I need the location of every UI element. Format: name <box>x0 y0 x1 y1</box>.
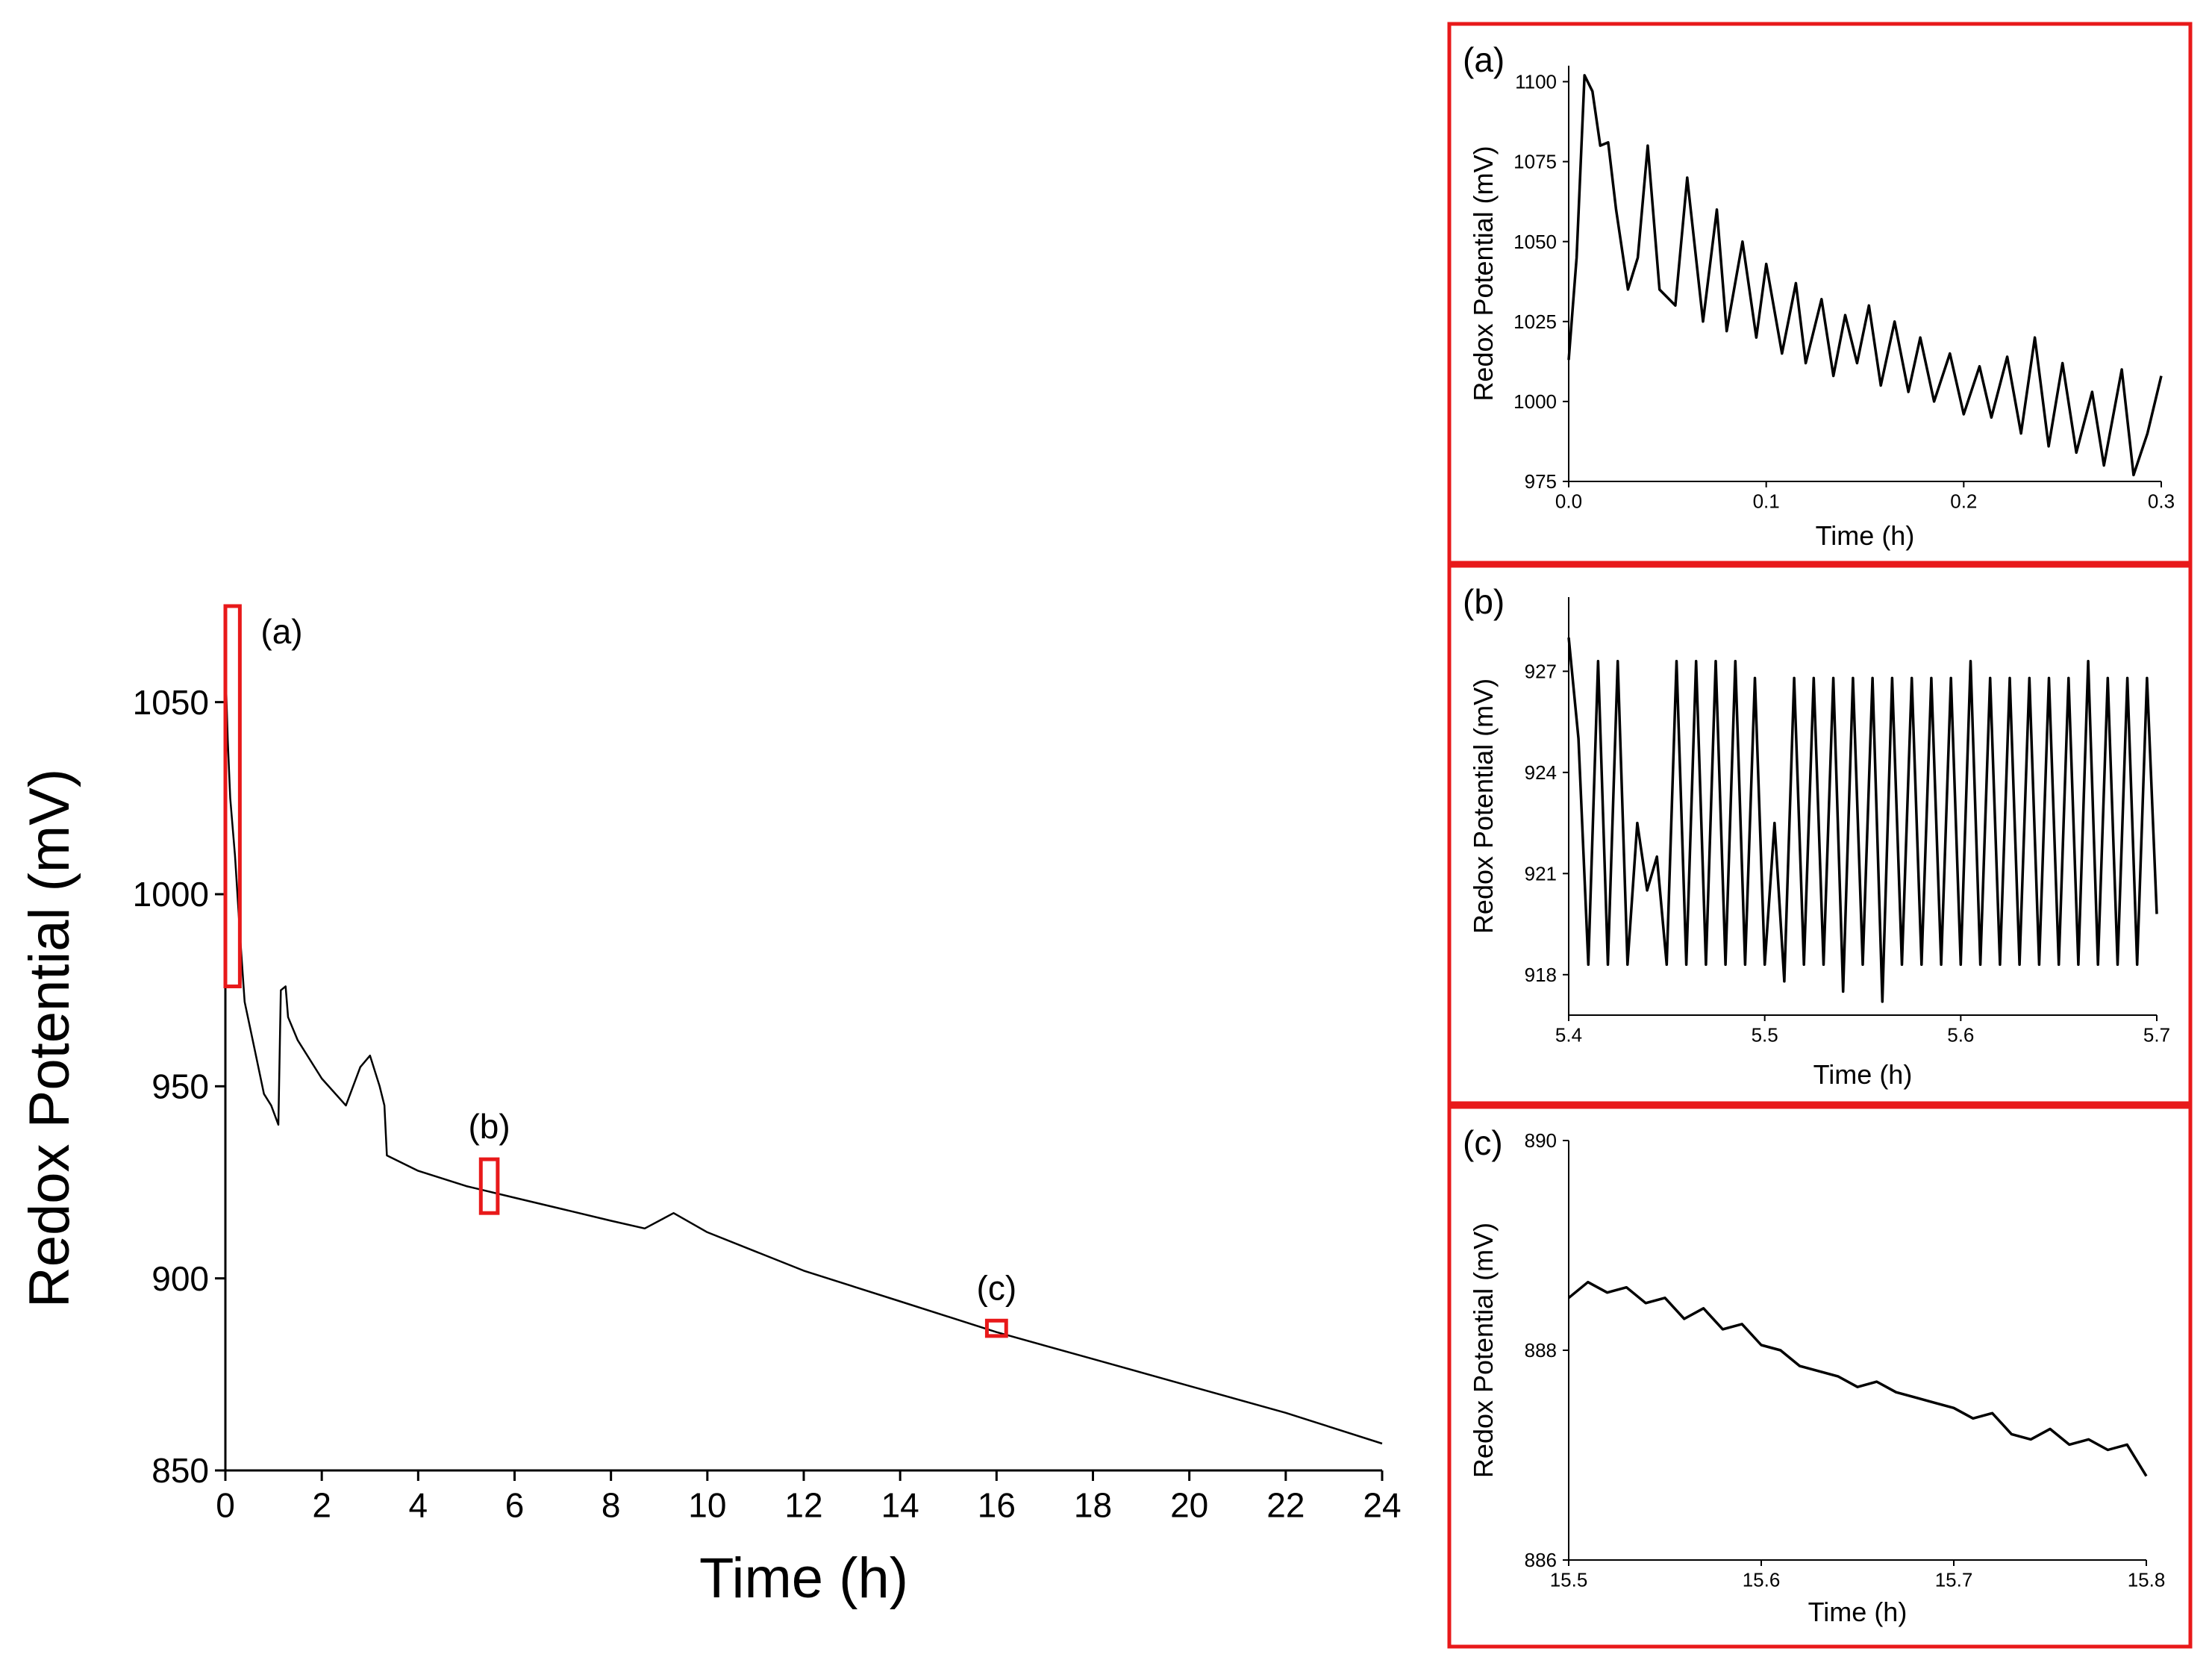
x-tick-label: 15.5 <box>1550 1568 1588 1591</box>
region-marker-a <box>223 604 242 989</box>
series-line-1 <box>1567 637 2158 1003</box>
x-axis-title: Time (h) <box>699 1547 908 1610</box>
y-tick-label: 927 <box>1525 660 1557 682</box>
y-tick-label: 1025 <box>1513 311 1557 333</box>
x-tick-label: 0.0 <box>1555 490 1582 512</box>
chart-a: 0.0 0.1 0.2 0.3 975 1000 1025 1050 1075 1100 Time … <box>1447 22 2193 565</box>
x-tick-label: 5.7 <box>2143 1023 2170 1046</box>
y-tick-label: 1075 <box>1513 151 1557 173</box>
x-tick-label: 16 <box>978 1485 1016 1524</box>
y-tick-label: 1050 <box>133 683 209 722</box>
panel-label: (b) <box>1463 582 1505 621</box>
y-axis-title: Redox Potential (mV) <box>1468 146 1499 401</box>
x-tick-label: 0 <box>216 1485 235 1524</box>
region-marker-label: (c) <box>977 1268 1017 1307</box>
y-tick-label: 1100 <box>1515 71 1557 93</box>
chart-main: 0 2 4 6 8 10 12 14 16 18 20 22 2485090095010001050Ti… <box>18 604 1402 1610</box>
inset-frame <box>1447 22 2193 565</box>
x-tick-label: 0.3 <box>2148 490 2175 512</box>
y-tick-label: 975 <box>1525 470 1557 493</box>
x-tick-label: 24 <box>1363 1485 1401 1524</box>
inset-frame <box>1447 1105 2193 1649</box>
y-tick-label: 924 <box>1525 761 1557 784</box>
series-line-1 <box>1567 1280 2148 1477</box>
y-tick-label: 950 <box>151 1067 209 1105</box>
y-tick-label: 918 <box>1525 964 1557 986</box>
y-tick-label: 890 <box>1525 1129 1557 1152</box>
region-marker-b <box>478 1157 500 1215</box>
x-tick-label: 5.6 <box>1947 1023 1974 1046</box>
y-tick-label: 1050 <box>1513 231 1557 253</box>
y-axis-title: Redox Potential (mV) <box>18 769 81 1308</box>
x-tick-label: 0.2 <box>1950 490 1977 512</box>
y-tick-label: 850 <box>151 1451 209 1490</box>
x-tick-label: 6 <box>505 1485 525 1524</box>
x-tick-label: 0.1 <box>1753 490 1780 512</box>
x-tick-label: 4 <box>409 1485 428 1524</box>
inset-frame <box>1447 564 2193 1105</box>
x-tick-label: 14 <box>881 1485 919 1524</box>
region-marker-label: (a) <box>260 612 302 651</box>
y-axis-title: Redox Potential (mV) <box>1468 678 1499 934</box>
y-tick-label: 886 <box>1525 1549 1557 1571</box>
x-tick-label: 15.7 <box>1935 1568 1973 1591</box>
x-axis-title: Time (h) <box>1816 520 1915 551</box>
y-tick-label: 900 <box>151 1259 209 1298</box>
chart-b: 5.4 5.5 5.6 5.7 918 921 924 927 Time (h) Redox Po… <box>1447 564 2193 1105</box>
y-tick-label: 1000 <box>1513 390 1557 413</box>
x-tick-label: 5.5 <box>1752 1023 1778 1046</box>
x-tick-label: 10 <box>688 1485 726 1524</box>
panel-label: (a) <box>1463 40 1505 79</box>
x-axis-title: Time (h) <box>1813 1059 1913 1090</box>
x-tick-label: 15.6 <box>1743 1568 1781 1591</box>
panel-label: (c) <box>1463 1123 1503 1162</box>
x-tick-label: 15.8 <box>2128 1568 2166 1591</box>
y-axis-title: Redox Potential (mV) <box>1468 1223 1499 1478</box>
chart-c: 15.5 15.6 15.7 15.8 886 888 890 Time (h) Redox P… <box>1447 1105 2193 1649</box>
x-tick-label: 20 <box>1170 1485 1208 1524</box>
x-tick-label: 8 <box>602 1485 621 1524</box>
y-tick-label: 921 <box>1525 862 1557 885</box>
x-tick-label: 5.4 <box>1555 1023 1582 1046</box>
series-line-1 <box>1567 74 2163 477</box>
x-tick-label: 22 <box>1266 1485 1305 1524</box>
y-tick-label: 1000 <box>133 875 209 914</box>
series-line-1 <box>224 664 1383 1445</box>
x-axis-title: Time (h) <box>1808 1597 1908 1627</box>
region-marker-label: (b) <box>468 1107 510 1146</box>
x-tick-label: 2 <box>312 1485 331 1524</box>
x-tick-label: 18 <box>1074 1485 1112 1524</box>
region-marker-c <box>984 1318 1008 1338</box>
y-tick-label: 888 <box>1525 1339 1557 1361</box>
x-tick-label: 12 <box>784 1485 822 1524</box>
